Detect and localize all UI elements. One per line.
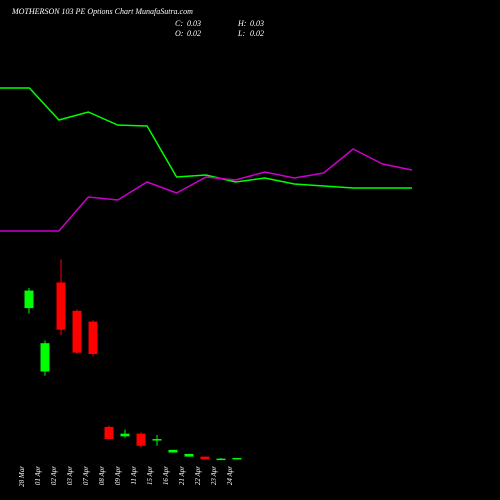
candle-body — [24, 290, 34, 309]
x-tick-label: 23 Apr — [210, 466, 218, 485]
candle-body — [88, 321, 98, 354]
x-tick-label: 21 Apr — [178, 466, 186, 485]
summary-value: 0.02 — [250, 29, 264, 38]
candle-body — [184, 453, 194, 457]
x-tick-label: 28 Mar — [18, 466, 26, 487]
x-tick-label: 15 Apr — [146, 466, 154, 485]
candle-body — [104, 426, 114, 440]
candle-body — [72, 310, 82, 353]
candle-body — [56, 282, 66, 330]
line-series — [0, 87, 412, 189]
x-tick-label: 16 Apr — [162, 466, 170, 485]
x-tick-label: 22 Apr — [194, 466, 202, 485]
candle-body — [168, 449, 178, 453]
candle-body — [40, 343, 50, 372]
chart-title: MOTHERSON 103 PE Options Chart MunafaSut… — [11, 7, 193, 16]
x-tick-label: 02 Apr — [50, 466, 58, 485]
summary-label: H: — [237, 19, 247, 28]
summary-value: 0.03 — [187, 19, 201, 28]
summary-value: 0.02 — [187, 29, 201, 38]
candle-body — [136, 433, 146, 446]
candle-body — [120, 433, 130, 437]
summary-label: O: — [175, 29, 184, 38]
candle-body — [232, 457, 242, 460]
summary-value: 0.03 — [250, 19, 264, 28]
candle-body — [152, 439, 162, 441]
x-tick-label: 01 Apr — [34, 466, 42, 485]
summary-label: L: — [237, 29, 245, 38]
candle-body — [216, 458, 226, 461]
x-tick-label: 08 Apr — [98, 466, 106, 485]
x-tick-label: 07 Apr — [82, 466, 90, 485]
x-tick-label: 24 Apr — [226, 466, 234, 485]
x-tick-label: 03 Apr — [66, 466, 74, 485]
candle-body — [200, 456, 210, 460]
line-series — [0, 148, 413, 232]
x-tick-label: 09 Apr — [114, 466, 122, 485]
x-tick-label: 11 Apr — [130, 466, 138, 485]
summary-label: C: — [175, 19, 183, 28]
